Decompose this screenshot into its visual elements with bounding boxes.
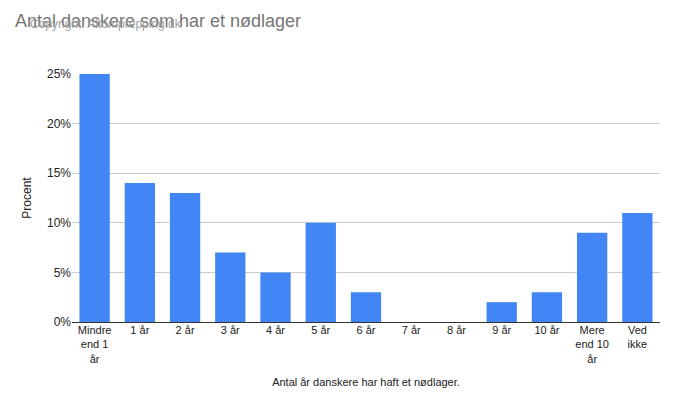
svg-text:Copyright: Altomprepping.dk: Copyright: Altomprepping.dk [30,17,182,31]
svg-text:9 år: 9 år [492,324,511,336]
svg-text:5%: 5% [54,266,72,280]
svg-text:20%: 20% [47,117,71,131]
svg-text:Mereend 10år: Mereend 10år [575,324,609,365]
svg-text:7 år: 7 år [402,324,421,336]
svg-text:10 år: 10 år [534,324,559,336]
svg-text:0%: 0% [54,315,72,329]
svg-text:10%: 10% [47,216,71,230]
svg-text:2 år: 2 år [176,324,195,336]
svg-text:Antal danskere som har et nødl: Antal danskere som har et nødlager [15,11,301,31]
svg-text:Vedikke: Vedikke [628,324,648,350]
svg-text:1 år: 1 år [130,324,149,336]
svg-text:Antal år danskere har haft et: Antal år danskere har haft et nødlager. [272,376,460,388]
svg-text:5 år: 5 år [311,324,330,336]
svg-text:15%: 15% [47,166,71,180]
svg-text:Mindreend 1år: Mindreend 1år [78,324,112,365]
svg-text:4 år: 4 år [266,324,285,336]
svg-text:8 år: 8 år [447,324,466,336]
svg-text:Procent: Procent [20,177,34,219]
svg-text:3 år: 3 år [221,324,240,336]
svg-text:25%: 25% [47,67,71,81]
svg-text:6 år: 6 år [357,324,376,336]
